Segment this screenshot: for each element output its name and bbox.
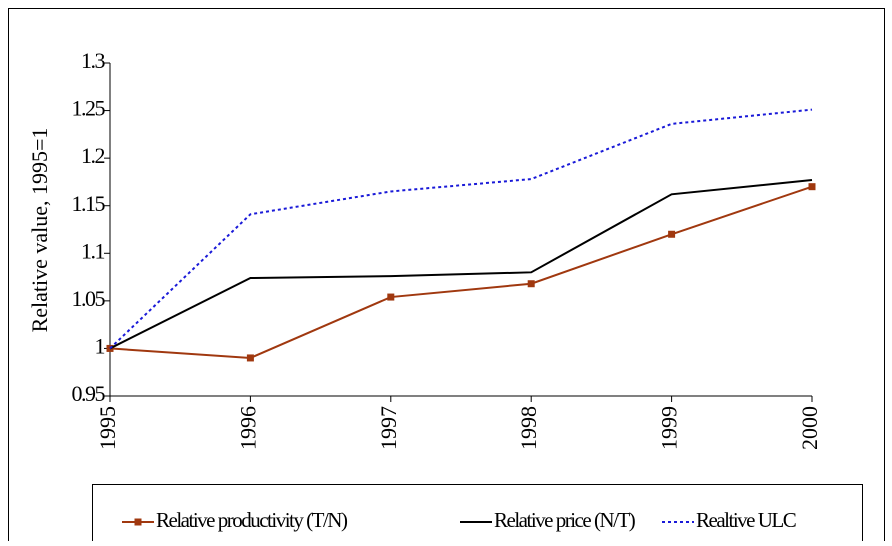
- y-tick-label: 1: [95, 333, 105, 358]
- chart-frame: [8, 8, 885, 546]
- y-tick-label: 1.15: [72, 191, 106, 216]
- x-tick-label: 1996: [235, 406, 260, 450]
- y-tick-label: 0.95: [72, 381, 106, 406]
- legend-label: Realtive ULC: [696, 508, 796, 532]
- point-marker: [387, 293, 395, 301]
- legend-box: [92, 484, 863, 546]
- x-tick-label: 1997: [376, 406, 401, 450]
- legend-marker: [134, 518, 142, 526]
- y-tick-label: 1.1: [81, 238, 105, 263]
- point-marker: [668, 230, 676, 238]
- y-axis-label: Relative value, 1995=1: [27, 128, 52, 333]
- y-tick-label: 1.05: [72, 286, 106, 311]
- series-line: [109, 179, 813, 350]
- series-line: [109, 185, 813, 359]
- x-tick-label: 1999: [657, 406, 682, 450]
- y-tick-label: 1.25: [72, 96, 106, 121]
- y-tick-label: 1.3: [81, 48, 106, 73]
- y-tick-label: 1.2: [81, 143, 105, 168]
- point-marker: [808, 183, 816, 191]
- x-tick-label: 2000: [797, 406, 822, 450]
- point-marker: [246, 354, 254, 362]
- point-marker: [527, 280, 535, 288]
- x-tick-label: 1998: [516, 406, 541, 450]
- legend-label: Relative price (N/T): [494, 508, 636, 532]
- x-tick-label: 1995: [95, 406, 120, 450]
- legend-label: Relative productivity (T/N): [156, 508, 348, 532]
